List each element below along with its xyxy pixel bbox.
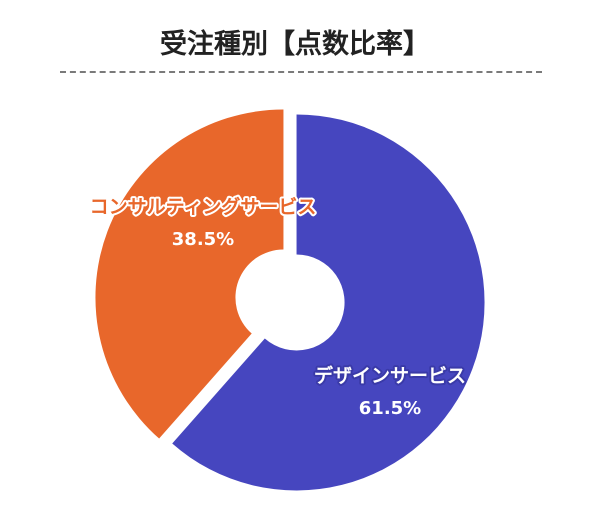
pie-slice-1 [172, 114, 485, 491]
slice-label-1: デザインサービス [314, 364, 466, 387]
slice-value-2: 38.5% [172, 229, 234, 250]
slice-label-2: コンサルティングサービス [90, 195, 317, 218]
slice-value-1: 61.5% [359, 398, 421, 419]
chart-title: 受注種別【点数比率】 [160, 29, 430, 60]
title-divider [60, 71, 542, 73]
pie-slice-2 [95, 109, 284, 439]
